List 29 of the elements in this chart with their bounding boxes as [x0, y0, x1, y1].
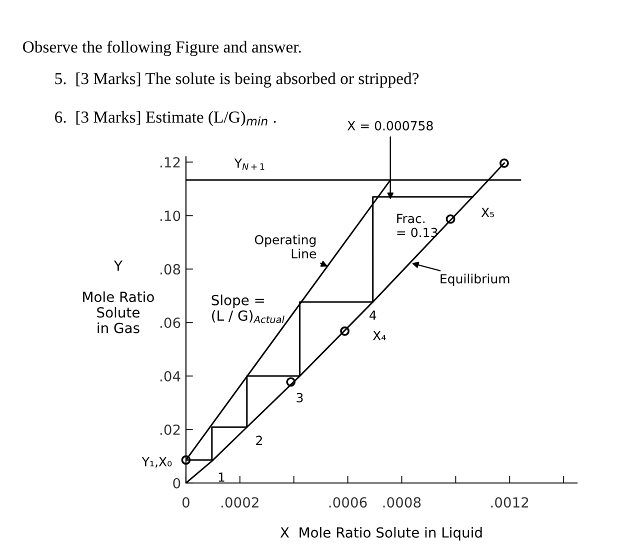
annotation: 2	[256, 436, 262, 445]
y-tick-label: .12	[160, 157, 180, 168]
annotation: 4	[369, 310, 376, 320]
annotation: Operating Line	[254, 234, 316, 258]
text: 5. [3 Marks] The solute is being absorbed or stripped?	[55, 72, 419, 88]
text: 6. [3 Marks] Estimate (L/G)$_{min}$ .	[55, 111, 276, 126]
y-tick-label: .04	[160, 371, 180, 382]
x-axis-title: X Mole Ratio Solute in Liquid	[280, 526, 482, 540]
annotation: 3	[296, 392, 303, 402]
annotation: X₅	[481, 208, 494, 218]
annotation: X = 0.000758	[347, 121, 433, 130]
x-tick-label: .0008	[383, 497, 421, 508]
y-tick-label: .02	[160, 424, 180, 435]
x-tick-label: .0006	[329, 497, 367, 508]
annotation: Slope = (L / G)$_{Actual}$	[212, 294, 284, 324]
y-tick-label: .10	[160, 210, 180, 222]
annotation: Y$_{N+1}$	[234, 158, 264, 170]
y-tick-label: .08	[160, 264, 180, 275]
annotation: Y₁,X₀	[142, 457, 172, 468]
x-tick-label: 0	[182, 497, 190, 508]
y-tick-label: 0	[173, 478, 180, 488]
chart-title: Observe the following Figure and answer.	[23, 40, 301, 56]
annotation: Equilibrium	[440, 274, 510, 286]
text: Y Mole Ratio Solute in Gas	[83, 260, 154, 334]
y-tick-label: .06	[160, 318, 180, 328]
x-tick-label: .0012	[491, 497, 528, 508]
annotation: X₄	[372, 331, 386, 340]
x-tick-label: .0002	[221, 497, 258, 508]
annotation: 1	[218, 472, 224, 482]
